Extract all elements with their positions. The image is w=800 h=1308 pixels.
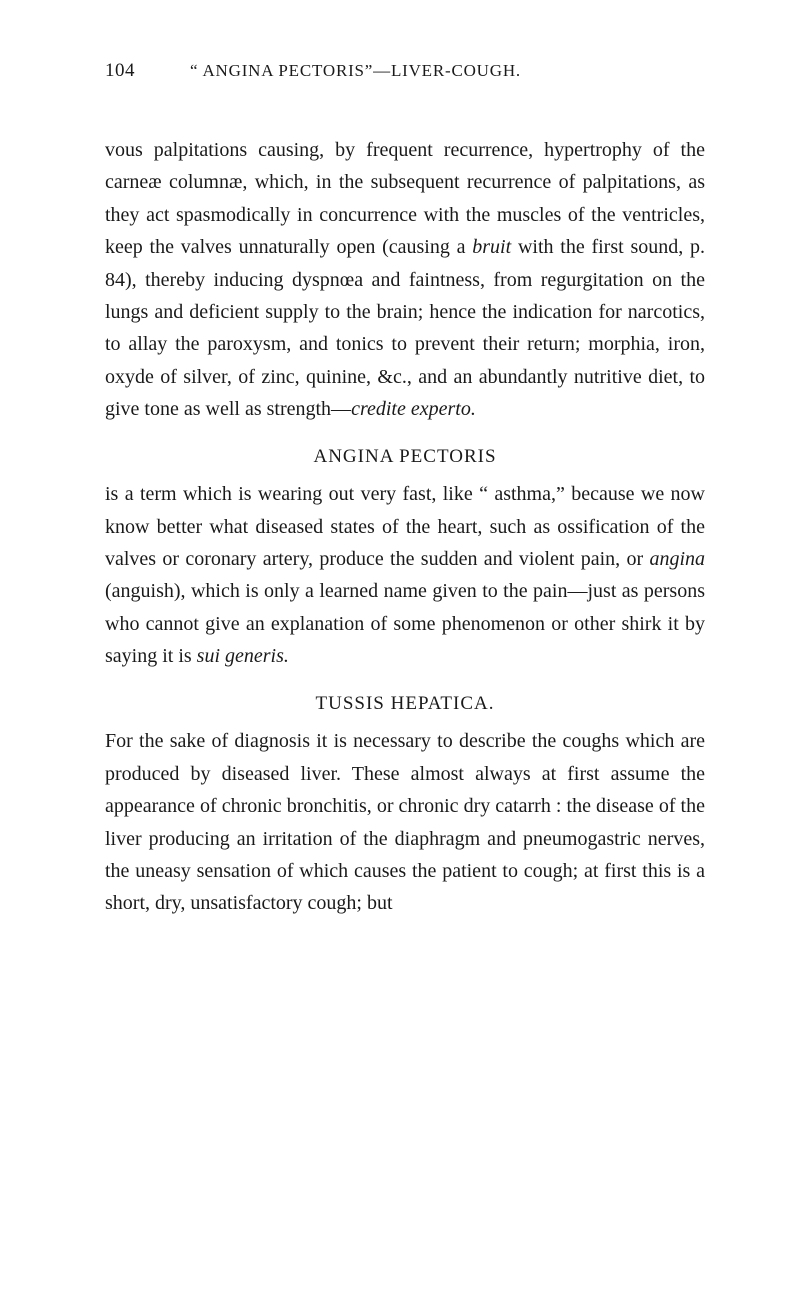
p2-text-1: is a term which is wearing out very fast… (105, 483, 705, 570)
p2-text-2: (anguish), which is only a learned name … (105, 580, 705, 667)
p3-text: For the sake of diagnosis it is necessar… (105, 730, 705, 914)
p2-italic-2: sui generis. (197, 645, 289, 667)
page-container: 104 “ ANGINA PECTORIS”—LIVER-COUGH. vous… (0, 0, 800, 1308)
heading-tussis: TUSSIS HEPATICA. (105, 689, 705, 720)
heading-angina: ANGINA PECTORIS (105, 442, 705, 473)
p1-italic-1: bruit (472, 236, 511, 258)
paragraph-1: vous palpitations causing, by frequent r… (105, 134, 705, 426)
body-text: vous palpitations causing, by frequent r… (105, 134, 705, 920)
p2-italic-1: angina (649, 548, 705, 570)
p1-text-2: with the first sound, p. 84), thereby in… (105, 236, 705, 420)
page-header: 104 “ ANGINA PECTORIS”—LIVER-COUGH. (105, 60, 705, 82)
page-number: 104 (105, 60, 135, 82)
p1-italic-2: credite experto. (351, 398, 476, 420)
header-title: “ ANGINA PECTORIS”—LIVER-COUGH. (190, 61, 521, 81)
paragraph-2: is a term which is wearing out very fast… (105, 478, 705, 672)
paragraph-3: For the sake of diagnosis it is necessar… (105, 725, 705, 919)
